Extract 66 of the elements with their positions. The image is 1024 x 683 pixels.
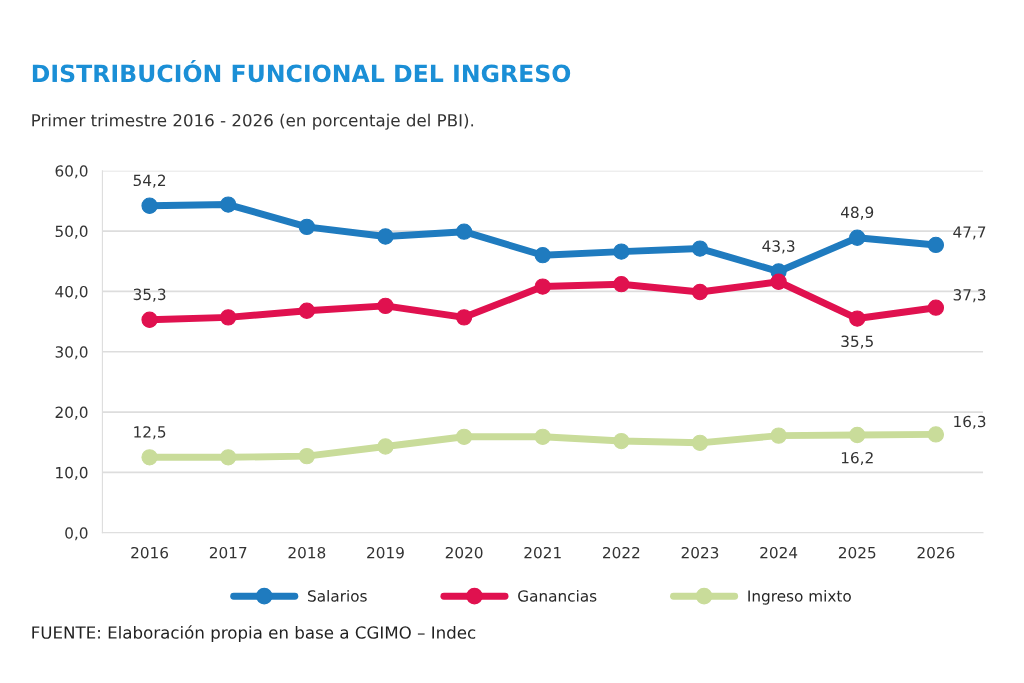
data-label: 35,3 [133,288,166,302]
point [377,438,394,455]
point [613,276,630,293]
data-label: 47,7 [953,226,986,240]
point [927,236,945,254]
point [849,229,866,246]
x-tick-label: 2025 [838,546,876,559]
point [298,447,315,465]
legend-label: Ingreso mixto [748,589,851,605]
point [534,428,551,445]
point [377,228,394,245]
y-tick-label: 40,0 [55,285,88,299]
point [770,273,787,290]
point [455,223,473,240]
point [455,309,473,326]
x-tick-label: 2017 [209,546,247,559]
point [691,434,709,451]
point [927,299,945,316]
chart-title: DISTRIBUCIÓN FUNCIONAL DEL INGRESO [32,60,571,83]
point [534,278,551,295]
point [770,427,787,444]
data-label: 12,5 [134,426,166,440]
point [298,302,315,319]
data-label: 54,2 [133,174,166,188]
data-label: 16,3 [954,415,986,429]
legend-label: Salarios [308,589,367,602]
point [298,218,315,236]
point [691,283,709,301]
y-tick-label: 50,0 [55,225,88,239]
point [534,247,551,264]
x-tick-label: 2018 [288,546,326,559]
x-tick-label: 2023 [681,546,719,559]
data-label: 43,3 [762,240,795,254]
x-tick-label: 2021 [524,546,561,559]
x-tick-label: 2020 [445,546,483,559]
y-tick-label: 60,0 [55,165,88,179]
point [927,426,945,443]
source-note: FUENTE: Elaboración propia en base a CGIMO – Indec [32,625,476,643]
data-label: 16,2 [841,451,873,466]
point [141,197,158,214]
data-label: 48,9 [840,206,874,220]
chart-subtitle: Primer trimestre 2016 - 2026 (en porcentaje del PBI). [32,113,474,130]
point [141,311,158,328]
point [377,297,394,315]
x-tick-label: 2026 [917,546,955,559]
x-tick-label: 2024 [760,546,798,559]
data-label: 37,3 [953,289,986,303]
y-tick-label: 10,0 [56,466,88,480]
x-tick-label: 2022 [603,546,640,559]
x-tick-label: 2016 [131,546,169,559]
data-label: 35,5 [841,335,873,349]
x-tick-label: 2019 [367,546,404,559]
point [220,309,237,326]
point [141,449,158,466]
point [849,310,866,327]
point [691,240,709,257]
point [613,432,630,450]
point [220,196,237,213]
point [220,449,237,466]
point [455,428,473,445]
y-tick-label: 20,0 [55,406,88,420]
point [849,426,866,444]
y-tick-label: 0,0 [65,527,88,541]
legend-label: Ganancias [518,589,597,602]
point [613,243,630,260]
y-tick-label: 30,0 [55,346,88,360]
